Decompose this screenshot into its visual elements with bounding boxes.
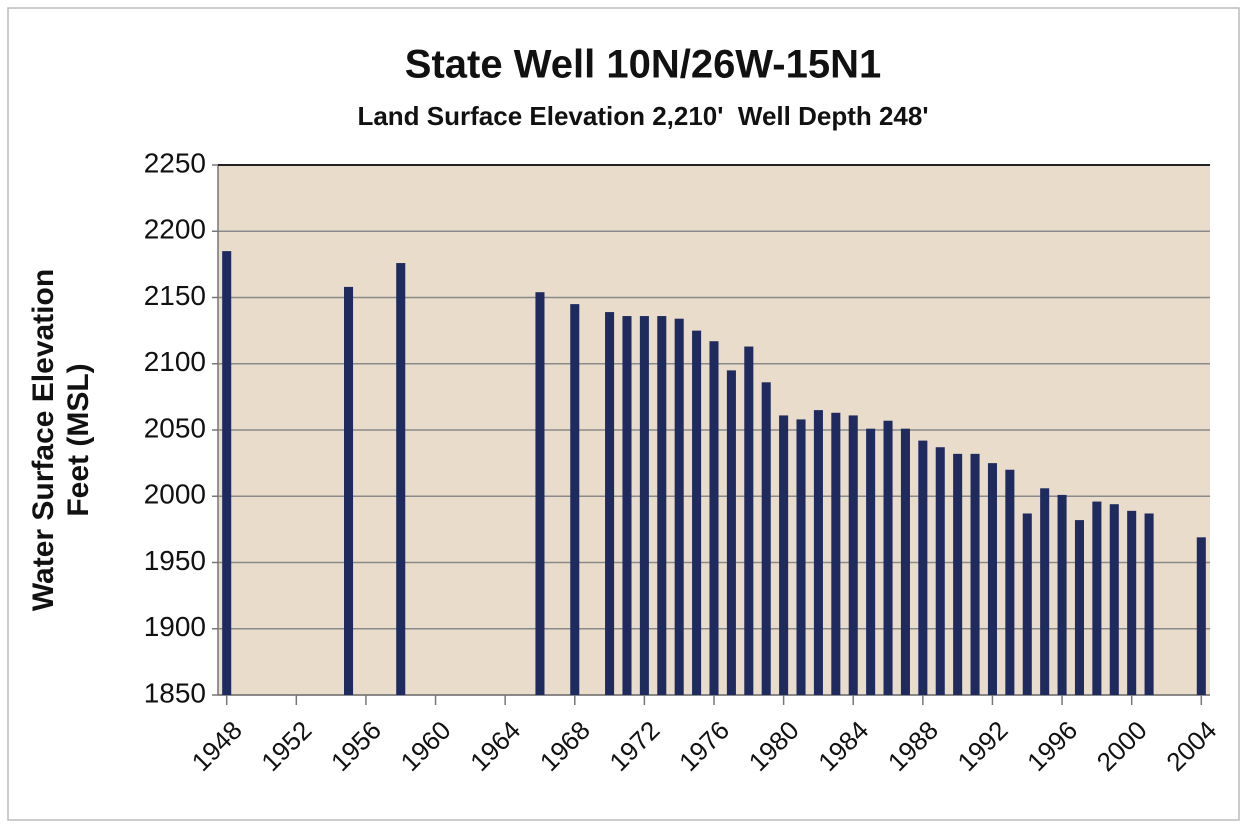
y-tick-label: 2050 — [144, 412, 206, 443]
bar — [935, 447, 945, 695]
bar — [779, 415, 789, 695]
bar — [987, 463, 997, 695]
bar — [918, 440, 928, 695]
bar — [831, 412, 841, 695]
bar — [639, 316, 649, 695]
bar — [761, 382, 771, 695]
y-tick-label: 2150 — [144, 280, 206, 311]
bar — [692, 330, 702, 695]
bar — [222, 251, 232, 695]
bar — [674, 318, 684, 695]
bar — [744, 346, 754, 695]
bar — [813, 410, 823, 695]
bar — [1109, 504, 1119, 695]
bar — [900, 428, 910, 695]
bar — [570, 304, 580, 695]
y-tick-label: 2250 — [144, 147, 206, 178]
bar — [1057, 494, 1067, 695]
bar — [1005, 469, 1015, 695]
bar — [605, 312, 615, 695]
bar — [866, 428, 876, 695]
bar — [396, 263, 406, 695]
bar — [1074, 520, 1084, 695]
y-tick-label: 1950 — [144, 545, 206, 576]
y-tick-label: 2000 — [144, 479, 206, 510]
bar — [1196, 537, 1206, 695]
chart-subtitle: Land Surface Elevation 2,210' Well Depth… — [357, 101, 928, 131]
y-tick-label: 1900 — [144, 611, 206, 642]
bar — [1127, 510, 1137, 695]
y-tick-label: 2200 — [144, 214, 206, 245]
bar — [726, 370, 736, 695]
chart-title: State Well 10N/26W-15N1 — [405, 43, 881, 87]
bar — [657, 316, 667, 695]
y-axis-title: Water Surface Elevation — [27, 269, 60, 611]
bar — [1022, 513, 1032, 695]
bar — [1092, 501, 1102, 695]
bar — [344, 286, 354, 695]
bar — [883, 420, 893, 695]
bar — [796, 419, 806, 695]
bar — [622, 316, 632, 695]
bar — [970, 453, 980, 695]
bar — [709, 341, 719, 695]
y-tick-label: 1850 — [144, 677, 206, 708]
bar — [1144, 513, 1154, 695]
y-axis-title: Feet (MSL) — [62, 363, 95, 516]
bar — [535, 292, 545, 695]
bar — [848, 415, 858, 695]
y-tick-label: 2100 — [144, 346, 206, 377]
bar — [1040, 488, 1050, 695]
bar — [953, 453, 963, 695]
